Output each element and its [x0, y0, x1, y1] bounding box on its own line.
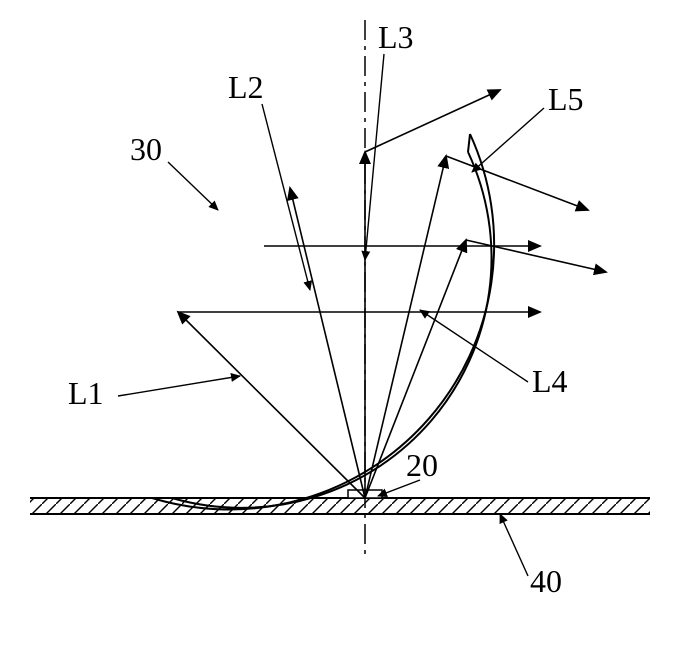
label-l4: L4	[532, 363, 568, 399]
label-l1: L1	[68, 375, 104, 411]
label-30: 30	[130, 131, 162, 167]
label-l5: L5	[548, 81, 584, 117]
label-40: 40	[530, 563, 562, 599]
label-20: 20	[406, 447, 438, 483]
label-l3: L3	[378, 19, 414, 55]
base-plate	[30, 498, 650, 514]
optics-diagram: L1 L2 L3 L4 L5 20 30 40	[0, 0, 683, 664]
label-l2: L2	[228, 69, 264, 105]
reflected-rays	[178, 90, 606, 312]
